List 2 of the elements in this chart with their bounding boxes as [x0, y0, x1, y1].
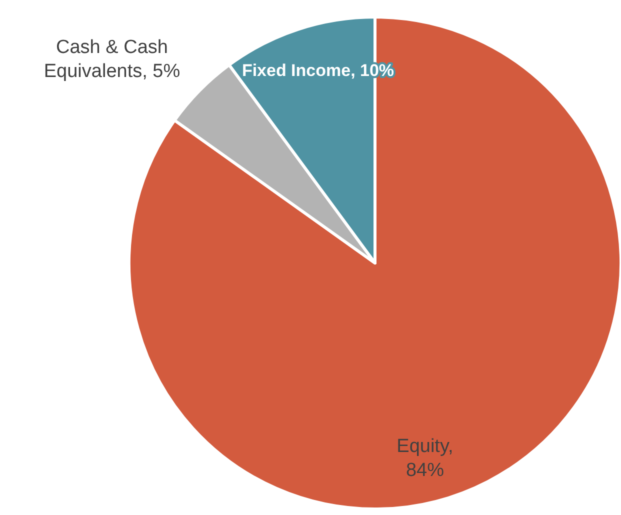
slice-label: Cash & Cash Equivalents, 5% — [44, 37, 180, 82]
slice-label: Equity, 84% — [396, 436, 454, 481]
